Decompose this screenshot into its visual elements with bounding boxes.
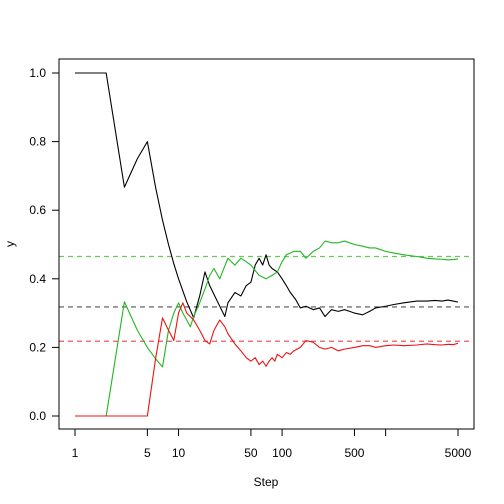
series-line-2 bbox=[75, 240, 459, 417]
x-tick-label: 1 bbox=[72, 446, 79, 460]
y-axis: 0.0 0.2 0.4 0.6 0.8 1.0 bbox=[29, 66, 60, 423]
y-tick-label: 1.0 bbox=[29, 66, 46, 80]
y-axis-title: y bbox=[3, 241, 17, 247]
y-tick-label: 0.8 bbox=[29, 135, 46, 149]
x-tick-label: 10 bbox=[172, 446, 186, 460]
x-tick-label: 5000 bbox=[445, 446, 472, 460]
x-tick-label: 100 bbox=[272, 446, 292, 460]
x-tick-label: 50 bbox=[244, 446, 258, 460]
x-tick-label: 5 bbox=[144, 446, 151, 460]
reference-lines bbox=[59, 255, 474, 342]
x-axis: 1 5 10 50 100 500 5000 bbox=[72, 428, 472, 460]
y-tick-label: 0.0 bbox=[29, 409, 46, 423]
series-line-1 bbox=[75, 72, 459, 319]
y-tick-label: 0.4 bbox=[29, 272, 46, 286]
y-tick-label: 0.6 bbox=[29, 203, 46, 217]
plot-frame bbox=[58, 58, 475, 430]
x-tick-label: 500 bbox=[344, 446, 364, 460]
series-line-3 bbox=[75, 302, 459, 417]
x-axis-title: Step bbox=[254, 475, 279, 489]
series-lines bbox=[75, 72, 459, 417]
y-tick-label: 0.2 bbox=[29, 340, 46, 354]
